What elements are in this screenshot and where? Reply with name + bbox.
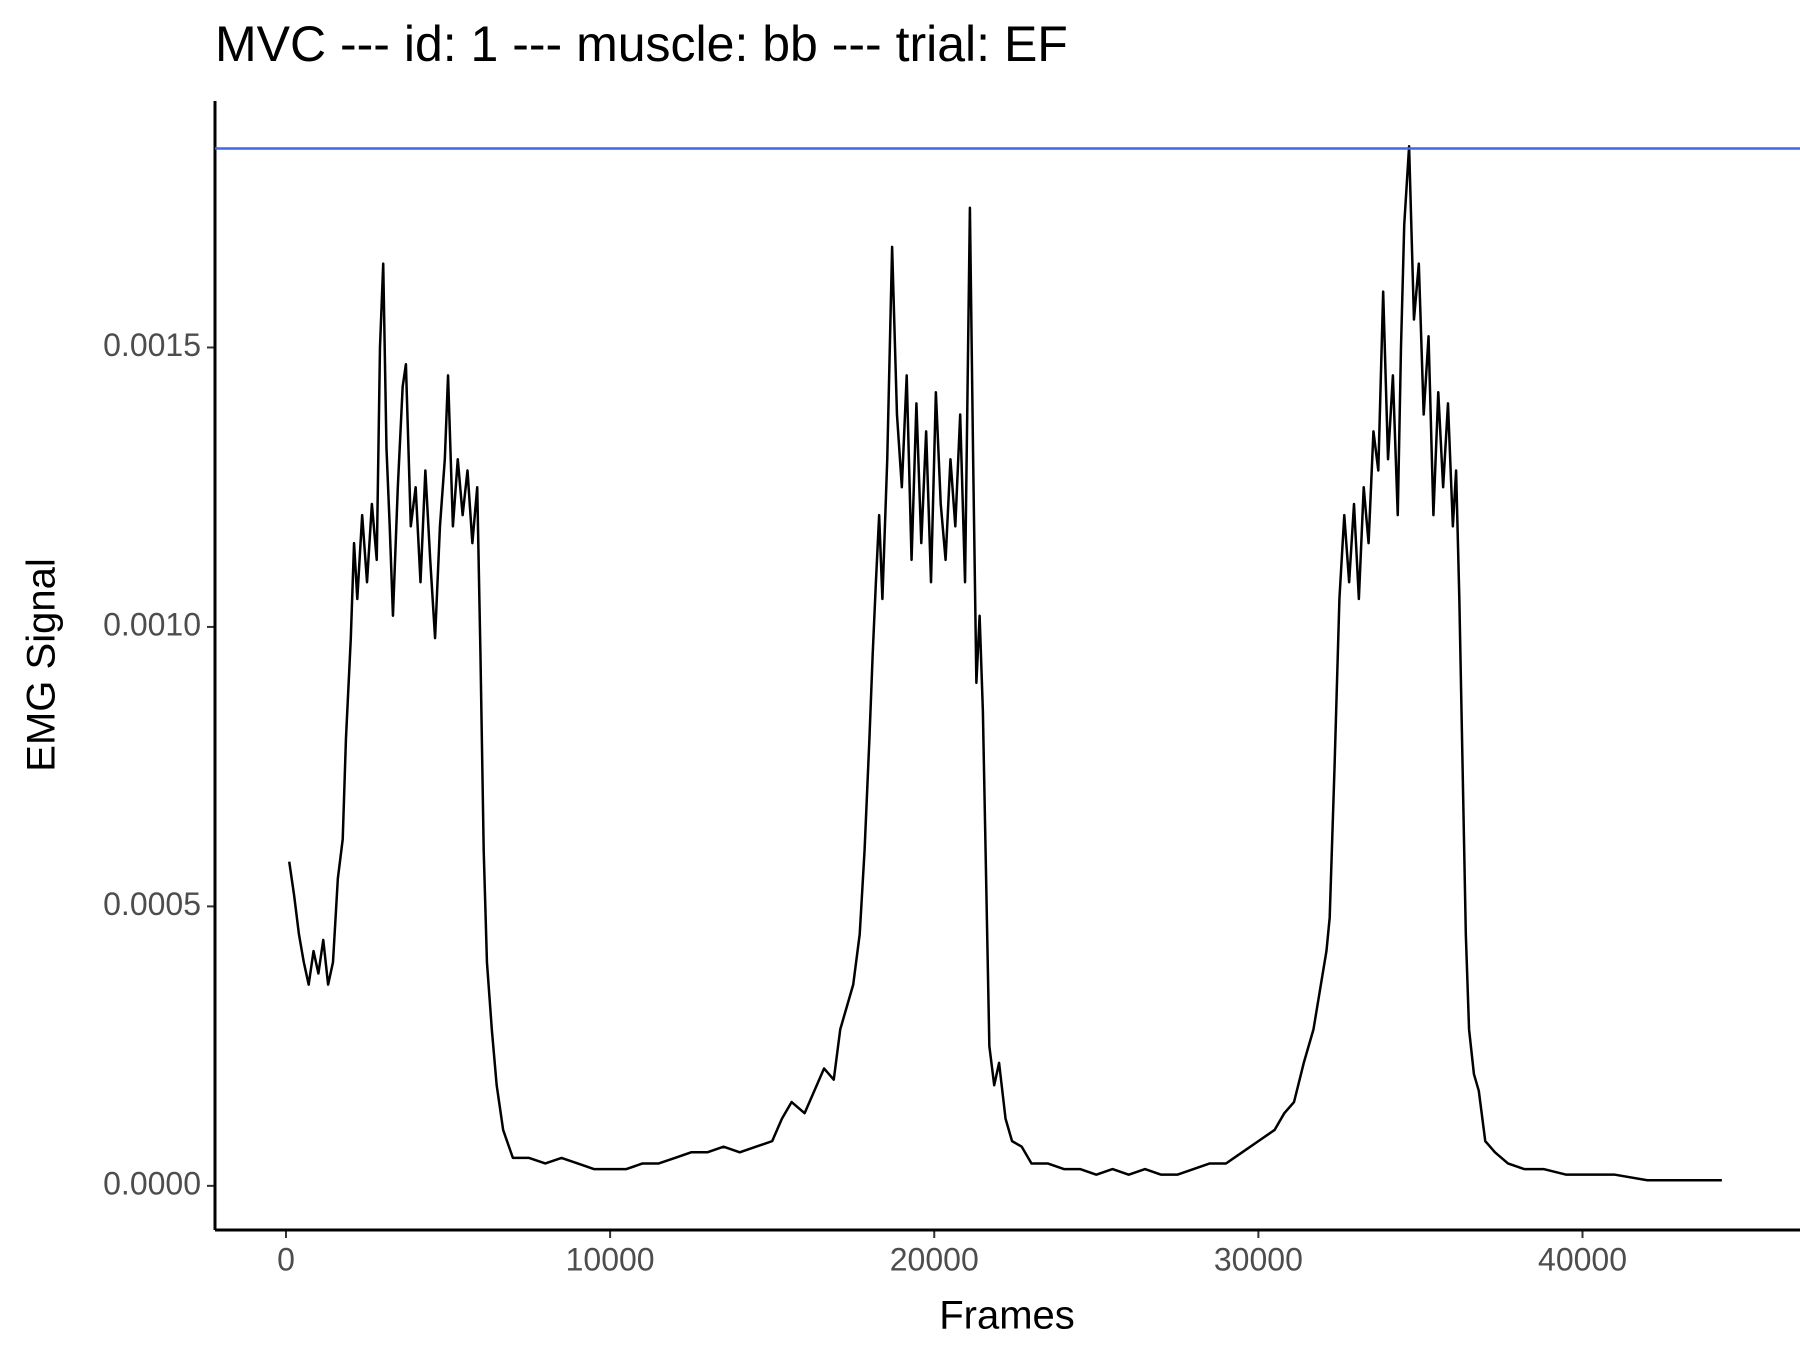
x-tick-label: 30000 [1214, 1241, 1303, 1277]
y-tick-label: 0.0005 [103, 886, 201, 922]
x-tick-label: 20000 [890, 1241, 979, 1277]
y-axis-label: EMG Signal [20, 558, 64, 771]
y-tick-label: 0.0000 [103, 1165, 201, 1201]
x-tick-label: 0 [277, 1241, 295, 1277]
chart-title: MVC --- id: 1 --- muscle: bb --- trial: … [215, 16, 1068, 72]
y-tick-label: 0.0015 [103, 327, 201, 363]
x-tick-label: 40000 [1538, 1241, 1627, 1277]
y-tick-label: 0.0010 [103, 606, 201, 642]
x-tick-label: 10000 [566, 1241, 655, 1277]
x-axis-label: Frames [939, 1294, 1075, 1338]
emg-line [287, 145, 1722, 1182]
